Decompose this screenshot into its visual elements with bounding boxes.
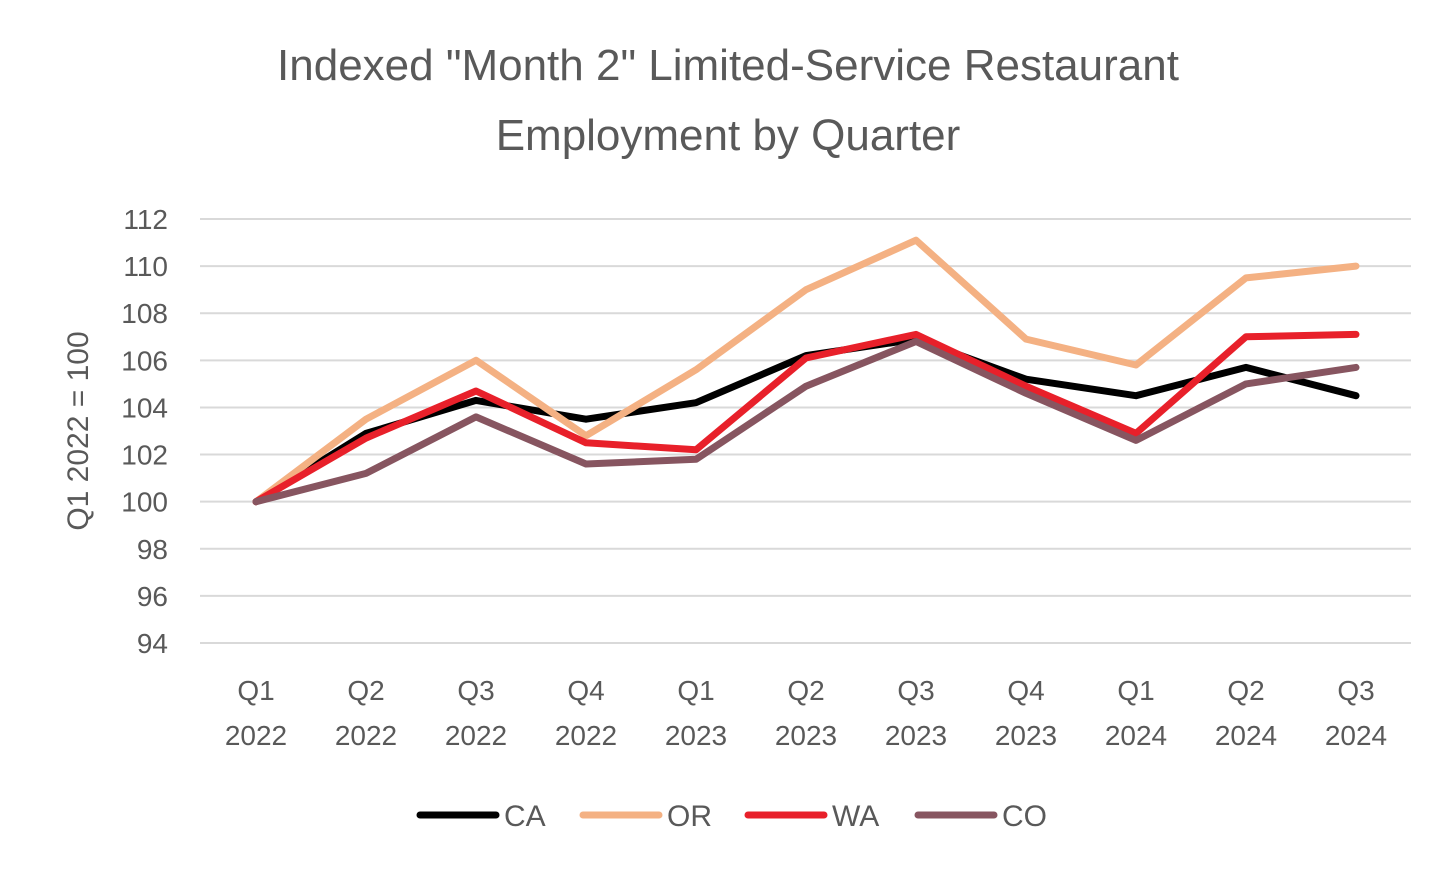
x-tick-quarter: Q3 — [1337, 675, 1374, 706]
chart-title-line-2: Employment by Quarter — [495, 111, 961, 160]
x-tick-year: 2024 — [1215, 720, 1277, 751]
x-tick-label: Q4 2022 — [555, 675, 617, 751]
legend-item-ca: CA — [416, 800, 546, 833]
y-tick-label: 94 — [137, 628, 168, 659]
x-tick-label: Q4 2023 — [995, 675, 1057, 751]
x-tick-label: Q2 2023 — [775, 675, 837, 751]
legend-item-or: OR — [579, 800, 712, 833]
x-tick-quarter: Q2 — [347, 675, 384, 706]
x-axis-ticks: Q1 2022 Q2 2022 Q3 2022 Q4 2022 Q1 2023 Q2 2023 Q3 20… — [225, 675, 1387, 751]
legend-label: CO — [1002, 800, 1047, 833]
y-axis-label: Q1 2022 = 100 — [62, 331, 95, 530]
series-lines — [252, 236, 1360, 506]
series-line-ca — [252, 335, 1360, 506]
legend-label: CA — [504, 800, 546, 833]
y-tick-label: 102 — [121, 440, 168, 471]
y-tick-label: 104 — [121, 392, 168, 423]
x-tick-year: 2023 — [775, 720, 837, 751]
legend-label: OR — [667, 800, 712, 833]
y-tick-label: 96 — [137, 581, 168, 612]
y-axis-ticks: 94 96 98 100 102 104 106 108 110 112 — [121, 204, 168, 659]
series-line-wa — [252, 330, 1360, 506]
x-tick-label: Q1 2024 — [1105, 675, 1167, 751]
x-tick-quarter: Q1 — [677, 675, 714, 706]
x-tick-year: 2024 — [1105, 720, 1167, 751]
x-tick-quarter: Q4 — [567, 675, 604, 706]
x-tick-quarter: Q3 — [897, 675, 934, 706]
x-tick-quarter: Q2 — [787, 675, 824, 706]
x-tick-label: Q3 2022 — [445, 675, 507, 751]
x-tick-label: Q3 2023 — [885, 675, 947, 751]
x-tick-year: 2023 — [665, 720, 727, 751]
x-tick-quarter: Q2 — [1227, 675, 1264, 706]
y-tick-label: 110 — [123, 251, 168, 282]
x-tick-year: 2022 — [445, 720, 507, 751]
legend-item-wa: WA — [744, 800, 879, 833]
x-tick-quarter: Q1 — [237, 675, 274, 706]
legend: CA OR WA CO — [416, 800, 1047, 833]
x-tick-quarter: Q1 — [1117, 675, 1154, 706]
x-tick-label: Q3 2024 — [1325, 675, 1387, 751]
y-tick-label: 98 — [137, 534, 168, 565]
y-tick-label: 106 — [121, 345, 168, 376]
legend-item-co: CO — [914, 800, 1047, 833]
x-tick-label: Q1 2023 — [665, 675, 727, 751]
x-tick-year: 2024 — [1325, 720, 1387, 751]
x-tick-year: 2023 — [995, 720, 1057, 751]
x-tick-label: Q2 2022 — [335, 675, 397, 751]
x-tick-quarter: Q4 — [1007, 675, 1044, 706]
y-tick-label: 100 — [121, 487, 168, 518]
x-tick-label: Q1 2022 — [225, 675, 287, 751]
x-tick-year: 2022 — [225, 720, 287, 751]
y-tick-label: 108 — [121, 298, 168, 329]
x-tick-year: 2023 — [885, 720, 947, 751]
x-tick-quarter: Q3 — [457, 675, 494, 706]
x-tick-year: 2022 — [335, 720, 397, 751]
x-tick-label: Q2 2024 — [1215, 675, 1277, 751]
x-tick-year: 2022 — [555, 720, 617, 751]
y-tick-label: 112 — [123, 204, 168, 235]
series-line-or — [252, 236, 1360, 506]
series-line-co — [252, 338, 1360, 506]
chart-title-line-1: Indexed "Month 2" Limited-Service Restau… — [277, 41, 1179, 90]
legend-label: WA — [832, 800, 879, 833]
